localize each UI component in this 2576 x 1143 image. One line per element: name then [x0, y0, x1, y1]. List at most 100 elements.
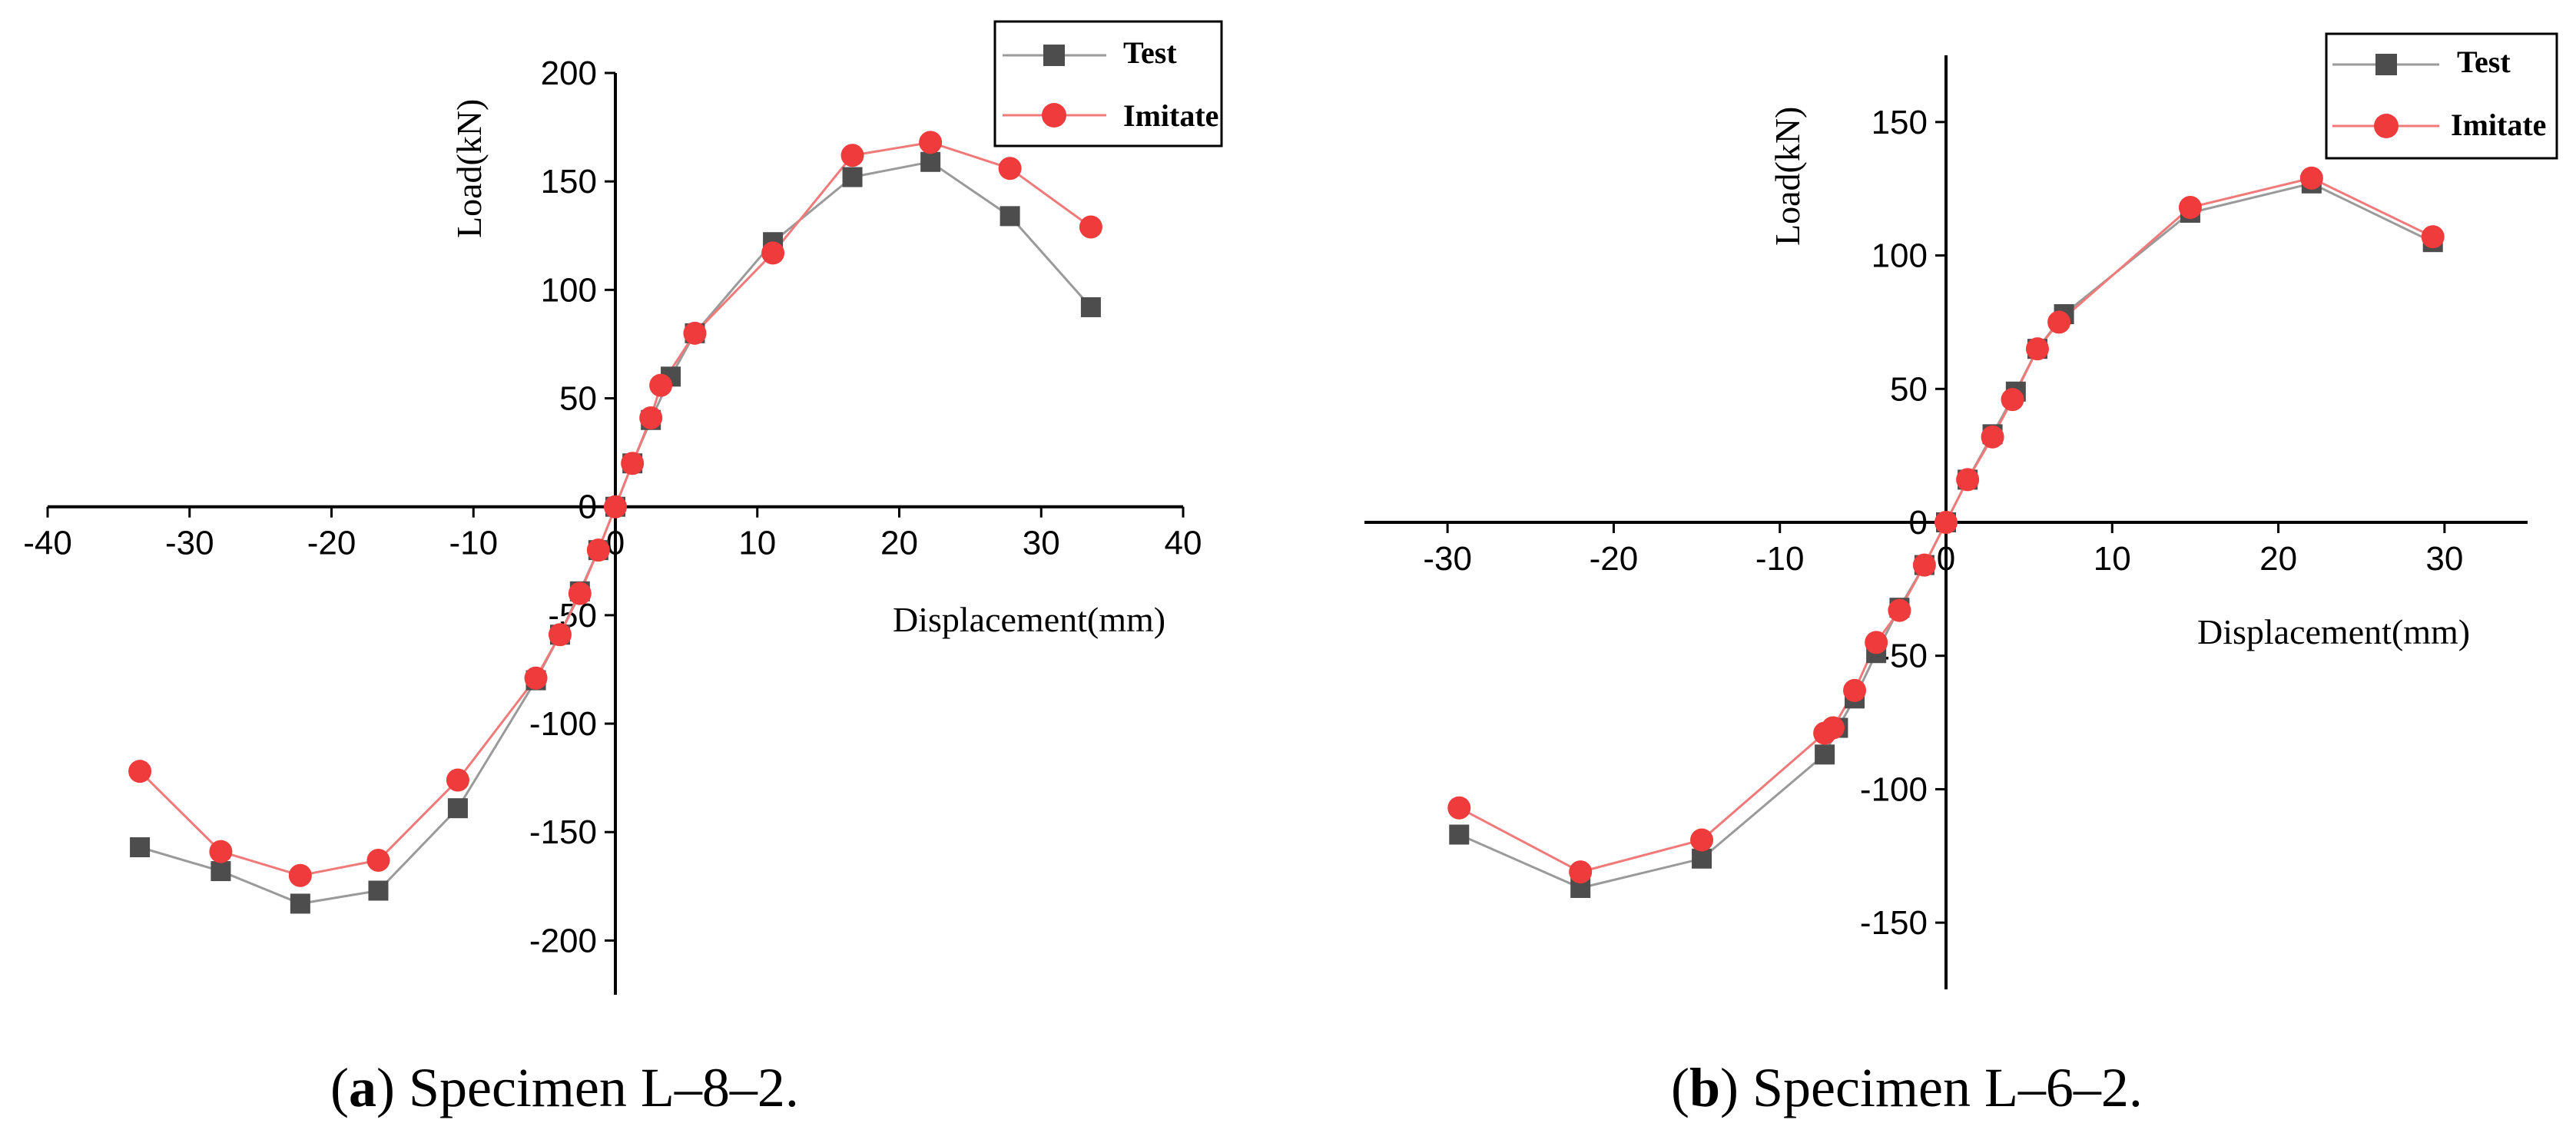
data-point-imitate [1447, 796, 1471, 820]
data-point-imitate [1690, 828, 1714, 852]
legend-label-test-a: Test [1123, 35, 1177, 70]
data-point-imitate [604, 495, 627, 518]
x-tick-label: 20 [880, 525, 918, 562]
data-point-imitate [1934, 511, 1958, 534]
series-markers-b [1447, 166, 2445, 898]
y-tick-label: -100 [1860, 770, 1928, 808]
y-tick-label: -150 [529, 813, 597, 851]
data-point-imitate [761, 241, 785, 265]
data-point-imitate [1843, 678, 1867, 702]
data-point-test [447, 798, 468, 819]
x-tick-label: -10 [449, 525, 498, 562]
y-axis-label-a: Load(kN) [449, 99, 489, 238]
legend-label-test-b: Test [2457, 45, 2511, 79]
data-point-imitate [2025, 337, 2049, 361]
data-point-imitate [1079, 215, 1102, 239]
caption-label-a: a [349, 1057, 376, 1118]
caption-label-b: b [1689, 1057, 1720, 1118]
data-point-imitate [2047, 310, 2071, 334]
legend-box-a [993, 20, 1223, 147]
data-point-test [211, 861, 231, 882]
y-tick-label: 150 [541, 163, 597, 200]
legend-b: Test Imitate [2325, 32, 2558, 160]
data-point-test [290, 893, 310, 914]
series-line-imitate [1458, 177, 2434, 873]
x-tick-label: -20 [1590, 540, 1639, 578]
x-tick-label: -30 [1423, 540, 1472, 578]
legend-marker-test-b [2375, 54, 2397, 75]
y-tick-label: 200 [541, 55, 597, 92]
data-point-imitate [524, 666, 548, 690]
data-point-imitate [649, 373, 673, 397]
data-point-imitate [919, 131, 943, 154]
data-point-imitate [1865, 631, 1888, 654]
x-tick-label: 10 [738, 525, 776, 562]
data-point-imitate [1981, 425, 2004, 449]
data-point-imitate [568, 581, 592, 605]
data-point-test [1815, 744, 1835, 765]
data-point-imitate [1569, 860, 1593, 884]
chart-panel-a: -40 -30 -20 -10 0 10 20 30 40-200-150-100-500501… [23, 20, 1223, 1118]
data-point-imitate [209, 840, 233, 863]
data-point-test [920, 151, 941, 172]
legend-marker-imitate-b [2374, 114, 2399, 138]
data-point-imitate [366, 848, 390, 872]
data-point-imitate [128, 760, 152, 784]
y-tick-label: 150 [1871, 104, 1928, 141]
data-point-imitate [446, 768, 469, 792]
y-tick-label: 100 [1871, 237, 1928, 275]
series-lines-b [1458, 177, 2434, 890]
y-tick-label: 100 [541, 271, 597, 309]
data-point-imitate [621, 452, 645, 475]
data-point-test [130, 837, 151, 857]
data-point-imitate [1821, 716, 1845, 740]
y-tick-label: -100 [529, 705, 597, 743]
y-axis-label-b: Load(kN) [1768, 107, 1807, 246]
axes-a: -40 -30 -20 -10 0 10 20 30 40-200-150-100-500501… [23, 55, 1202, 995]
data-point-imitate [2299, 166, 2323, 190]
legend-a: Test Imitate [993, 20, 1223, 147]
x-tick-label: 0 [1937, 540, 1955, 578]
series-markers-a [128, 131, 1102, 914]
data-point-imitate [683, 321, 707, 345]
caption-text-a: Specimen L–8–2. [395, 1057, 799, 1118]
legend-box-b [2325, 32, 2558, 160]
data-point-test [1080, 297, 1101, 317]
data-point-imitate [840, 144, 864, 167]
y-tick-label: 0 [579, 489, 597, 526]
x-tick-label: 30 [1023, 525, 1060, 562]
data-point-test [1449, 824, 1470, 845]
x-axis-label-a: Displacement(mm) [893, 600, 1165, 639]
y-tick-label: -200 [529, 922, 597, 959]
y-tick-label: 50 [559, 380, 597, 418]
data-point-imitate [1912, 553, 1936, 577]
caption-text-b: Specimen L–6–2. [1739, 1057, 2143, 1118]
y-tick-label: 50 [1890, 370, 1928, 408]
x-tick-label: -20 [307, 525, 356, 562]
x-tick-label: 0 [606, 525, 625, 562]
legend-marker-test-a [1043, 45, 1065, 66]
x-tick-label: 40 [1165, 525, 1202, 562]
x-tick-label: -30 [165, 525, 214, 562]
data-point-test [842, 167, 863, 187]
data-point-imitate [1956, 468, 1980, 492]
legend-label-imitate-a: Imitate [1123, 98, 1218, 133]
x-axis-label-b: Displacement(mm) [2197, 612, 2470, 651]
caption-a: (a) Specimen L–8–2. [330, 1057, 799, 1118]
data-point-imitate [639, 406, 663, 429]
x-tick-label: 20 [2259, 540, 2297, 578]
y-tick-label: 0 [1909, 504, 1928, 542]
data-point-imitate [998, 157, 1022, 181]
data-point-imitate [2178, 196, 2202, 220]
data-point-imitate [586, 538, 610, 562]
data-point-imitate [2421, 225, 2445, 249]
data-point-imitate [2001, 388, 2024, 412]
x-tick-label: 30 [2425, 540, 2463, 578]
data-point-test [1692, 848, 1712, 869]
caption-b: (b) Specimen L–6–2. [1671, 1057, 2143, 1118]
legend-label-imitate-b: Imitate [2451, 108, 2546, 142]
x-tick-label: -10 [1755, 540, 1805, 578]
